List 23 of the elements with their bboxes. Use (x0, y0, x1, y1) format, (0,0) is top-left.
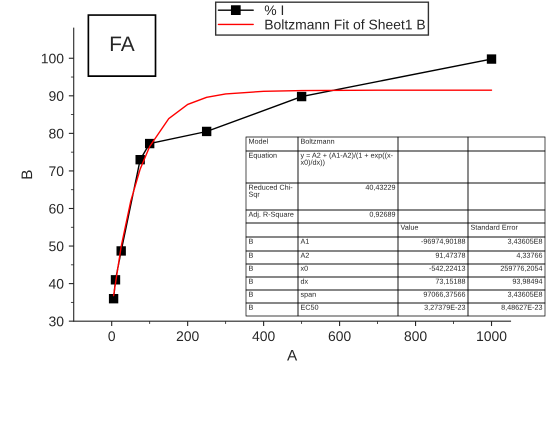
point (108, 294, 118, 304)
x-axis-title: A (287, 350, 298, 360)
y-tick-label: 80 (49, 128, 64, 139)
y-tick-label: 90 (49, 91, 64, 101)
y-tick-label: 50 (49, 241, 64, 252)
y-tick-label: 100 (42, 54, 64, 64)
point (202, 126, 212, 136)
x-tick-label: 0 (108, 331, 116, 342)
x-tick-label: 600 (328, 331, 351, 342)
annotation: FA (110, 36, 135, 51)
point (296, 92, 306, 102)
y-tick-label: 40 (48, 278, 64, 289)
x-tick-label: 400 (252, 331, 275, 342)
legend-label: % I (264, 5, 284, 16)
y-tick-label: 30 (49, 316, 64, 326)
legend-label: Boltzmann Fit of Sheet1 B (265, 19, 425, 30)
y-tick-label: 60 (49, 204, 64, 214)
x-tick-label: 1000 (477, 331, 506, 342)
x-tick-label: 800 (404, 331, 427, 342)
y-axis-title: B (22, 170, 32, 179)
y-tick-label: 70 (49, 166, 64, 176)
point (486, 54, 496, 64)
x-tick-label: 200 (176, 331, 199, 342)
